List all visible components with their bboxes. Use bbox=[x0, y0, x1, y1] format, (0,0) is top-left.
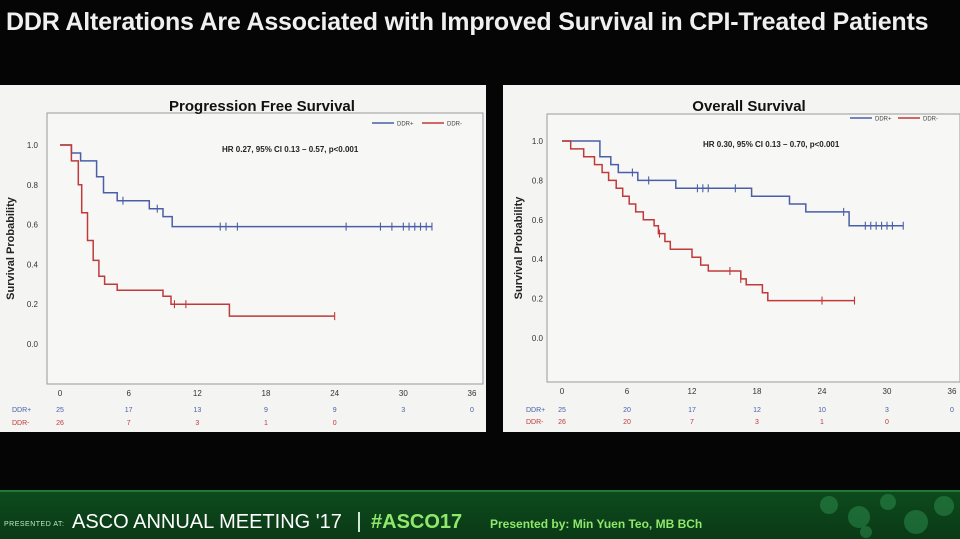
os-at-risk-count: 12 bbox=[753, 407, 761, 414]
pfs-y-tick-label: 0.4 bbox=[27, 260, 39, 269]
pfs-at-risk-count: 17 bbox=[125, 407, 133, 414]
os-at-risk-count: 20 bbox=[623, 419, 631, 426]
os-series-line-0 bbox=[562, 140, 904, 227]
pfs-at-risk-count: 13 bbox=[193, 407, 201, 414]
pfs-at-risk-count: 3 bbox=[401, 407, 405, 414]
pfs-at-risk-label-1: DDR- bbox=[12, 420, 30, 427]
footer-bar: PRESENTED AT: ASCO ANNUAL MEETING '17 #A… bbox=[0, 490, 960, 539]
pfs-chart-panel: Progression Free Survival Survival Probab… bbox=[0, 85, 486, 432]
os-x-tick-label: 12 bbox=[688, 387, 697, 396]
pfs-y-tick-label: 1.0 bbox=[27, 141, 39, 150]
os-x-tick-label: 0 bbox=[560, 387, 565, 396]
os-at-risk-count: 3 bbox=[885, 407, 889, 414]
pfs-x-tick-label: 0 bbox=[58, 389, 63, 398]
pfs-x-tick-label: 6 bbox=[126, 389, 131, 398]
os-y-tick-label: 0.4 bbox=[532, 255, 544, 264]
os-chart-title: Overall Survival bbox=[692, 98, 805, 115]
os-at-risk-count: 7 bbox=[690, 419, 694, 426]
pfs-chart: Progression Free Survival Survival Probab… bbox=[5, 98, 484, 427]
os-at-risk-count: 26 bbox=[558, 419, 566, 426]
presenter-label: Presented by: Min Yuen Teo, MB BCh bbox=[490, 517, 703, 531]
pfs-chart-title: Progression Free Survival bbox=[169, 98, 355, 115]
os-plot-frame bbox=[546, 113, 960, 383]
pfs-plot-frame bbox=[46, 112, 484, 385]
meeting-name: ASCO ANNUAL MEETING '17 bbox=[72, 511, 342, 533]
slide-title: DDR Alterations Are Associated with Impr… bbox=[6, 8, 929, 36]
os-y-tick-label: 0.0 bbox=[532, 334, 544, 343]
os-at-risk-label-1: DDR- bbox=[526, 419, 544, 426]
os-at-risk-count: 17 bbox=[688, 407, 696, 414]
pfs-at-risk-count: 7 bbox=[127, 420, 131, 427]
os-y-axis-label: Survival Probability bbox=[513, 196, 525, 300]
os-x-tick-label: 36 bbox=[948, 387, 957, 396]
os-y-tick-label: 0.2 bbox=[532, 295, 544, 304]
pfs-legend-label-1: DDR- bbox=[447, 122, 462, 128]
os-x-tick-label: 18 bbox=[753, 387, 762, 396]
os-x-tick-label: 6 bbox=[625, 387, 630, 396]
os-at-risk-label-0: DDR+ bbox=[526, 407, 545, 414]
pfs-x-tick-label: 24 bbox=[330, 389, 339, 398]
pfs-at-risk-count: 1 bbox=[264, 420, 268, 427]
pfs-y-tick-label: 0.0 bbox=[27, 340, 39, 349]
os-x-tick-label: 30 bbox=[883, 387, 892, 396]
pfs-legend-label-0: DDR+ bbox=[397, 122, 414, 128]
os-x-tick-label: 24 bbox=[818, 387, 827, 396]
os-at-risk-count: 0 bbox=[950, 407, 954, 414]
pfs-at-risk-count: 25 bbox=[56, 407, 64, 414]
pfs-at-risk-count: 9 bbox=[333, 407, 337, 414]
hashtag-label: #ASCO17 bbox=[371, 511, 463, 533]
decorative-dots bbox=[800, 492, 960, 539]
os-y-tick-label: 0.6 bbox=[532, 216, 544, 225]
pfs-series-line-1 bbox=[60, 144, 335, 317]
pfs-x-tick-label: 36 bbox=[468, 389, 477, 398]
pfs-y-tick-label: 0.6 bbox=[27, 221, 39, 230]
pfs-hr-annotation: HR 0.27, 95% CI 0.13 – 0.57, p<0.001 bbox=[222, 145, 359, 154]
os-hr-annotation: HR 0.30, 95% CI 0.13 – 0.70, p<0.001 bbox=[703, 140, 840, 149]
os-at-risk-count: 3 bbox=[755, 419, 759, 426]
os-legend-label-0: DDR+ bbox=[875, 117, 892, 123]
os-at-risk-count: 25 bbox=[558, 407, 566, 414]
pfs-x-tick-label: 18 bbox=[262, 389, 271, 398]
os-y-tick-label: 0.8 bbox=[532, 176, 544, 185]
presented-at-label: PRESENTED AT: bbox=[4, 521, 65, 528]
os-at-risk-count: 10 bbox=[818, 407, 826, 414]
footer-divider bbox=[358, 512, 360, 532]
os-at-risk-count: 1 bbox=[820, 419, 824, 426]
pfs-x-tick-label: 30 bbox=[399, 389, 408, 398]
pfs-series-line-0 bbox=[60, 144, 432, 228]
pfs-at-risk-count: 9 bbox=[264, 407, 268, 414]
pfs-at-risk-count: 3 bbox=[195, 420, 199, 427]
os-y-tick-label: 1.0 bbox=[532, 137, 544, 146]
pfs-at-risk-count: 26 bbox=[56, 420, 64, 427]
pfs-at-risk-count: 0 bbox=[470, 407, 474, 414]
os-legend-label-1: DDR- bbox=[923, 117, 938, 123]
pfs-at-risk-label-0: DDR+ bbox=[12, 407, 31, 414]
pfs-y-tick-label: 0.8 bbox=[27, 181, 39, 190]
pfs-y-tick-label: 0.2 bbox=[27, 300, 39, 309]
os-at-risk-count: 0 bbox=[885, 419, 889, 426]
pfs-x-tick-label: 12 bbox=[193, 389, 202, 398]
pfs-at-risk-count: 0 bbox=[333, 420, 337, 427]
pfs-y-axis-label: Survival Probability bbox=[5, 196, 17, 300]
os-chart-panel: Overall Survival Survival Probability 0.0 0… bbox=[503, 85, 960, 432]
os-at-risk-count: 20 bbox=[623, 407, 631, 414]
os-chart: Overall Survival Survival Probability 0.0 0… bbox=[513, 98, 960, 426]
